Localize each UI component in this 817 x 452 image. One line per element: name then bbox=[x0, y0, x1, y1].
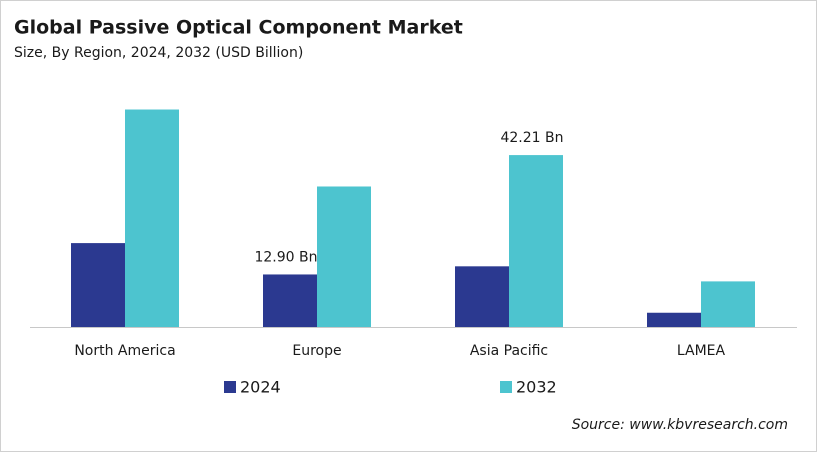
legend-swatch bbox=[500, 381, 512, 393]
legend-swatch bbox=[224, 381, 236, 393]
value-label: 12.90 Bn bbox=[254, 249, 317, 265]
x-tick-label: North America bbox=[74, 343, 175, 359]
legend-label: 2032 bbox=[516, 378, 557, 397]
bar bbox=[455, 266, 509, 327]
chart-title: Global Passive Optical Component Market bbox=[14, 17, 463, 39]
legend-label: 2024 bbox=[240, 378, 281, 397]
x-tick-label: Asia Pacific bbox=[470, 343, 548, 359]
bar bbox=[125, 109, 179, 328]
x-tick-label: Europe bbox=[292, 343, 341, 359]
bar bbox=[317, 186, 371, 327]
x-tick-label: LAMEA bbox=[677, 343, 726, 359]
bar bbox=[263, 274, 317, 327]
bar bbox=[509, 155, 563, 327]
chart-subtitle: Size, By Region, 2024, 2032 (USD Billion… bbox=[14, 45, 303, 61]
value-label: 42.21 Bn bbox=[500, 130, 563, 146]
source: Source: www.kbvresearch.com bbox=[572, 417, 788, 433]
bar bbox=[701, 281, 755, 327]
bar bbox=[71, 243, 125, 327]
bar bbox=[647, 312, 701, 327]
